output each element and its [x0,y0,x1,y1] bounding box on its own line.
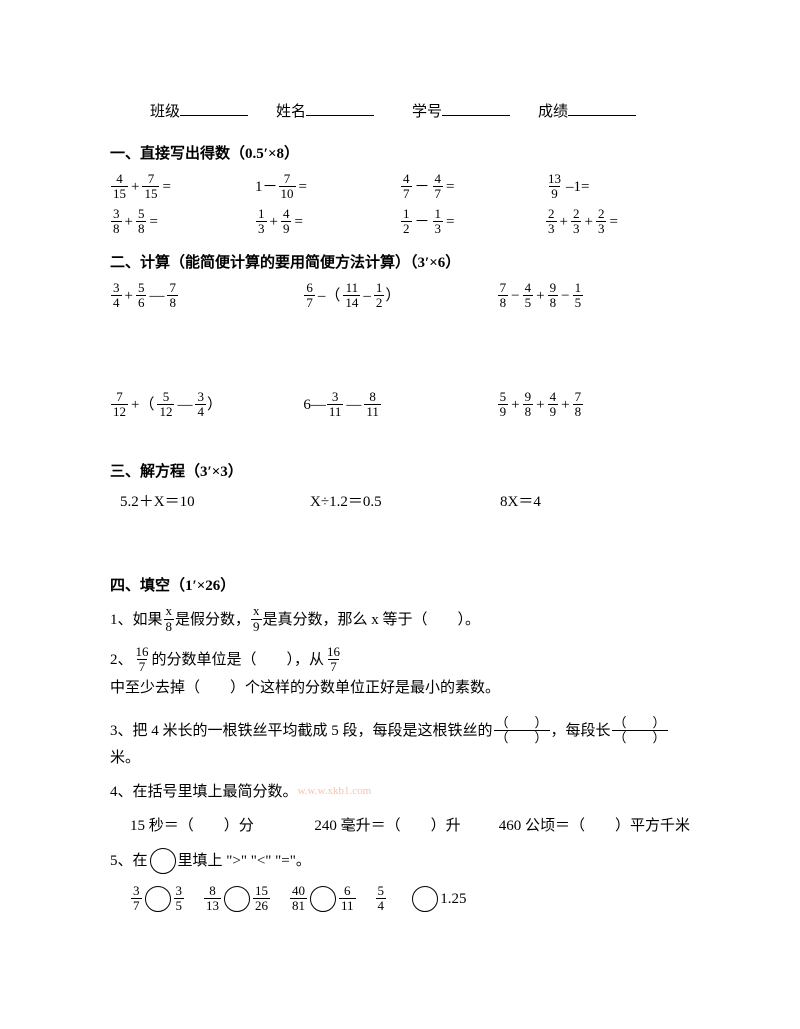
s1-row1: 415+715= 1－710= 47－47= 139–1= [110,172,690,203]
eq2: X÷1.2＝0.5 [310,490,500,514]
q4c2: 240 毫升＝（ ）升 [314,814,498,838]
watermark: w.w.w.xkb1.com [298,783,372,801]
s2-row1: 34+56—78 67–（1114–12） 78−45+98−15 [110,281,690,312]
s1r2c3: 12－13= [400,207,545,238]
s2r2c2: 6—311—811 [303,390,496,421]
s2r2c3: 59+98+49+78 [497,390,690,421]
eq1: 5.2＋X＝10 [120,490,310,514]
q5-row: 3735 8131526 4081611 54 1.25 [110,884,690,915]
s3-row: 5.2＋X＝10 X÷1.2＝0.5 8X＝4 [110,490,690,514]
s1r1c1: 415+715= [110,172,255,203]
q3: 3、把 4 米长的一根铁丝平均截成 5 段，每段是这根铁丝的 （ ）（ ） ，每… [110,716,690,771]
s2r1c2: 67–（1114–12） [303,281,496,312]
s1-row2: 38+58= 13+49= 12－13= 23+23+23= [110,207,690,238]
s2-row2: 712+（512—34） 6—311—811 59+98+49+78 [110,390,690,421]
s1r1c4: 139–1= [545,172,690,203]
number-blank[interactable] [442,100,510,116]
name-label: 姓名 [276,100,306,124]
score-label: 成绩 [538,100,568,124]
name-blank[interactable] [306,100,374,116]
q1: 1、如果 x8 是假分数， x9 是真分数，那么 x 等于（ ）。 [110,604,690,635]
q4c3: 460 公顷＝（ ）平方千米 [499,814,690,838]
s1r2c1: 38+58= [110,207,255,238]
section4-title: 四、填空（1′×26） [110,574,690,598]
s2r1c1: 34+56—78 [110,281,303,312]
number-label: 学号 [412,100,442,124]
header-line: 班级 姓名 学号 成绩 [110,100,690,124]
q2: 2、 167 的分数单位是（ ），从 167 中至少去掉（ ）个这样的分数单位正… [110,645,690,700]
score-blank[interactable] [568,100,636,116]
q5i4: 54 1.25 [375,884,467,915]
class-blank[interactable] [180,100,248,116]
s2r1c3: 78−45+98−15 [497,281,690,312]
q5i3: 4081611 [289,884,357,915]
section3-title: 三、解方程（3′×3） [110,460,690,484]
circle-icon [150,848,176,874]
section2-title: 二、计算（能简便计算的要用简便方法计算）（3′×6） [110,251,690,275]
q5i1: 3735 [130,884,185,915]
s2r2c1: 712+（512—34） [110,390,303,421]
q5i2: 8131526 [203,884,271,915]
section1-title: 一、直接写出得数（0.5′×8） [110,142,690,166]
q4-converts: 15 秒＝（ ）分 240 毫升＝（ ）升 460 公顷＝（ ）平方千米 [110,814,690,838]
eq3: 8X＝4 [500,490,690,514]
class-label: 班级 [150,100,180,124]
s1r2c4: 23+23+23= [545,207,690,238]
q4c1: 15 秒＝（ ）分 [130,814,314,838]
q5: 5、在里填上 ">" "<" "="。 [110,848,690,874]
s1r2c2: 13+49= [255,207,400,238]
q4: 4、在括号里填上最简分数。 w.w.w.xkb1.com [110,780,690,804]
s1r1c2: 1－710= [255,172,400,203]
s1r1c3: 47－47= [400,172,545,203]
